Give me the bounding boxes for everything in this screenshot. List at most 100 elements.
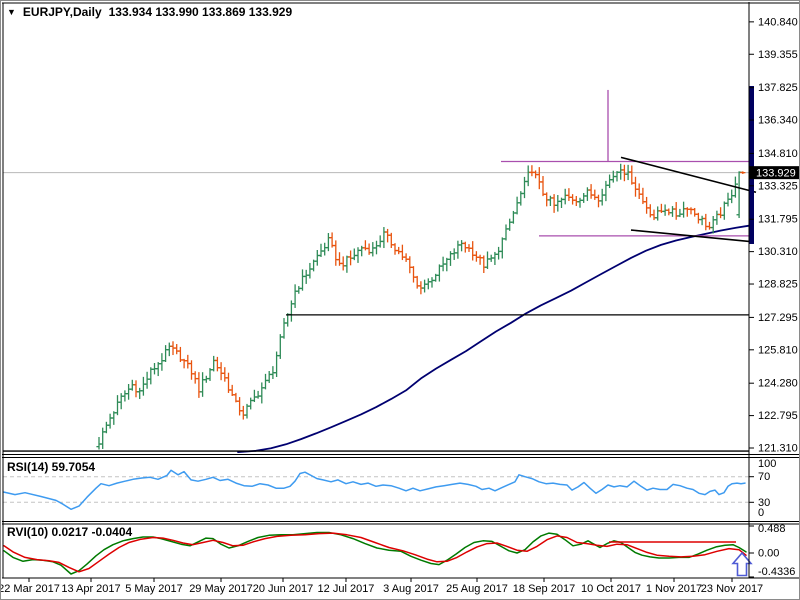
current-price-box (749, 166, 799, 180)
moving-average-path (237, 224, 750, 453)
ohlc-bar (459, 240, 465, 252)
ohlc-bar (410, 266, 417, 283)
ohlc-bar (525, 165, 531, 187)
ohlc-bar (514, 196, 520, 215)
rvi-panel[interactable] (3, 531, 753, 577)
date-tick-label: 18 Sep 2017 (513, 583, 575, 595)
ohlc-bar (573, 195, 579, 207)
price-tick-label: 137.825 (758, 82, 798, 94)
ohlc-bar (144, 371, 150, 389)
ohlc-bar (307, 262, 313, 279)
ohlc-bar (188, 360, 195, 380)
ohlc-bar (555, 195, 561, 212)
ohlc-bar (521, 176, 528, 199)
price-axis[interactable]: 140.840 139.355 137.825 136.340 134.810 133.3… (749, 16, 800, 578)
ohlc-bar (159, 353, 165, 371)
ohlc-bar (570, 194, 576, 205)
ohlc-bar (240, 405, 246, 420)
ohlc-bar (122, 390, 128, 402)
date-tick-label: 13 Apr 2017 (61, 583, 120, 595)
date-tick-label: 1 Nov 2017 (646, 583, 702, 595)
date-tick-label: 25 Aug 2017 (446, 583, 508, 595)
price-tick-label: 124.280 (758, 378, 798, 390)
ohlc-bar (644, 196, 650, 214)
rsi-tick-label: 30 (758, 497, 770, 509)
price-tick-label: 134.810 (758, 148, 798, 160)
ohlc-bar (536, 167, 542, 190)
ohlc-bar (370, 242, 376, 257)
rsi-line (3, 469, 746, 511)
ohlc-bar (277, 334, 283, 359)
ohlc-bar (299, 269, 306, 291)
ohlc-bar (436, 264, 442, 282)
price-tick-label: 128.825 (758, 279, 798, 291)
date-tick-label: 29 May 2017 (189, 583, 253, 595)
date-tick-label: 20 Jun 2017 (253, 583, 314, 595)
ohlc-bar (403, 253, 409, 262)
main-chart-panel[interactable] (3, 89, 757, 453)
ohlc-bar (618, 163, 624, 180)
ohlc-bar (259, 382, 265, 404)
price-tick-label: 131.795 (758, 214, 798, 226)
trendline[interactable] (630, 229, 754, 243)
trendline[interactable] (620, 156, 757, 194)
up-arrow-icon[interactable] (731, 551, 753, 577)
date-tick-label: 3 Aug 2017 (383, 583, 439, 595)
ohlc-bar (399, 244, 405, 261)
price-tick-label: 121.310 (758, 443, 798, 455)
ohlc-bar (592, 189, 598, 200)
ohlc-bar (540, 176, 546, 197)
ohlc-bar (355, 247, 361, 263)
date-tick-label: 10 Oct 2017 (581, 583, 641, 595)
ohlc-bar (473, 251, 479, 262)
ohlc-bar (470, 241, 476, 261)
ohlc-bar (266, 371, 272, 383)
ohlc-bar (636, 183, 642, 199)
date-tick-label: 12 Jul 2017 (318, 583, 375, 595)
ohlc-bar (588, 184, 594, 199)
rsi-panel[interactable] (3, 469, 749, 511)
ohlc-bar (651, 209, 657, 221)
ohlc-bar (629, 165, 635, 185)
ohlc-bar (373, 240, 380, 255)
rvi-main-line (3, 531, 747, 575)
ohlc-bar (340, 256, 346, 271)
price-tick-label: 130.310 (758, 246, 798, 258)
ohlc-bar (314, 249, 320, 266)
ohlc-bar (484, 251, 491, 269)
ohlc-bar (222, 367, 228, 382)
ohlc-bar (255, 390, 261, 399)
price-tick-label: 133.325 (758, 180, 798, 192)
ohlc-bar (607, 174, 613, 189)
ohlc-bar (344, 255, 350, 273)
rvi-signal-line (3, 532, 747, 573)
ohlc-bar (192, 371, 198, 384)
rsi-tick-label: 0 (758, 507, 764, 519)
rvi-indicator-label: RVI(10) 0.0217 -0.0404 (7, 525, 133, 539)
ohlc-bar (126, 384, 132, 400)
date-axis[interactable]: 22 Mar 2017 13 Apr 2017 5 May 2017 29 May 2… (1, 578, 763, 595)
ohlc-bar (163, 345, 169, 362)
rvi-tick-label: 0.488 (758, 523, 786, 535)
ohlc-bar (185, 354, 191, 369)
ohlc-bar (100, 427, 106, 449)
ohlc-bar (140, 376, 146, 396)
ohlc-bar (218, 362, 224, 381)
ohlc-bar (425, 278, 431, 290)
chart-title: ▼ EURJPY,Daily 133.934 133.990 133.869 1… (7, 5, 292, 19)
ohlc-bar (107, 413, 113, 429)
ohlc-bar (451, 248, 457, 260)
ohlc-bar (599, 188, 605, 206)
ohlc-bar (407, 256, 413, 274)
rvi-tick-label: -0.4336 (758, 566, 795, 578)
ohlc-bar (496, 246, 502, 260)
ohlc-bar (214, 356, 220, 372)
date-tick-label: 23 Nov 2017 (701, 583, 763, 595)
axis-highlight-bar (749, 86, 754, 244)
ohlc-bar (211, 355, 217, 372)
rsi-tick-label: 100 (758, 458, 776, 470)
ohlc-bar (669, 206, 676, 217)
ohlc-bar (203, 375, 209, 383)
symbol-dropdown-icon[interactable]: ▼ (7, 7, 16, 17)
